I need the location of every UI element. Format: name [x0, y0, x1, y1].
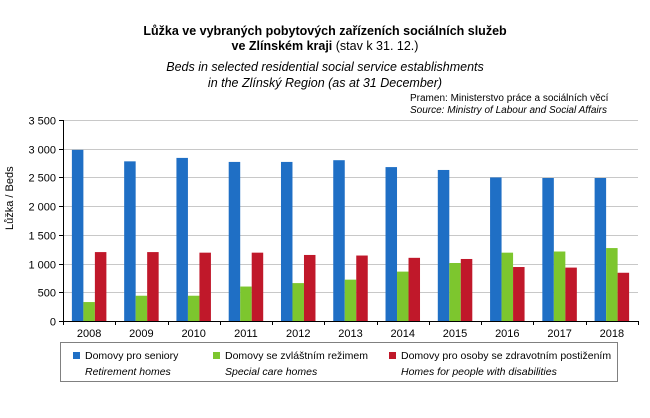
bar-special-2012	[292, 283, 304, 321]
legend-swatch-disabilities	[389, 352, 396, 359]
y-tick-label: 2 500	[28, 173, 56, 185]
bar-seniors-2017	[542, 178, 554, 321]
bar-seniors-2018	[594, 178, 607, 321]
bar-special-2016	[501, 252, 514, 321]
y-tick-label: 3 000	[28, 145, 56, 157]
chart-title-en-line1: Beds in selected residential social serv…	[166, 60, 484, 74]
x-tick-label: 2010	[181, 328, 205, 340]
legend-label-disabilities: Domovy pro osoby se zdravotním postižení…	[401, 350, 612, 362]
legend: Domovy pro seniory Retirement homes Domo…	[60, 342, 618, 382]
source-cz: Pramen: Ministerstvo práce a sociálních …	[410, 93, 609, 104]
chart-title-date: (stav k 31. 12.)	[332, 39, 419, 53]
bar-disabilities-2008	[94, 252, 107, 321]
bar-disabilities-2016	[513, 267, 525, 321]
x-tick-label: 2013	[338, 328, 362, 340]
chart-title-en-line2: in the Zlínský Region (as at 31 December…	[207, 76, 443, 90]
y-tick-label: 1 000	[28, 260, 56, 272]
x-tick-label: 2008	[77, 328, 101, 340]
bar-disabilities-2009	[147, 252, 159, 321]
x-tick-label: 2017	[547, 328, 571, 340]
bar-seniors-2016	[490, 177, 502, 321]
bar-special-2008	[83, 302, 95, 321]
source-en: Source: Ministry of Labour and Social Af…	[410, 105, 607, 116]
bar-seniors-2010	[176, 157, 188, 321]
chart-title-region: ve Zlínském kraji	[231, 39, 333, 53]
bar-special-2013	[344, 279, 357, 321]
bar-seniors-2008	[71, 149, 84, 321]
bar-seniors-2011	[228, 161, 241, 321]
bar-seniors-2013	[333, 160, 345, 321]
bar-disabilities-2014	[408, 257, 421, 321]
bar-disabilities-2018	[617, 272, 630, 321]
bar-special-2017	[553, 251, 566, 321]
bar-disabilities-2017	[565, 267, 577, 321]
bar-special-2015	[449, 262, 461, 321]
bar-disabilities-2011	[251, 252, 264, 321]
legend-label-disabilities-en: Homes for people with disabilities	[401, 366, 557, 378]
y-tick-label: 2 000	[28, 202, 56, 214]
y-axis-title: Lůžka / Beds	[4, 166, 16, 230]
chart-title-line1: Lůžka ve vybraných pobytových zařízeních…	[143, 24, 507, 38]
y-tick-label: 0	[50, 317, 56, 329]
bar-special-2011	[240, 286, 252, 321]
bar-seniors-2014	[385, 167, 398, 321]
bar-special-2009	[135, 295, 148, 321]
legend-swatch-special	[213, 352, 220, 359]
legend-label-seniors-en: Retirement homes	[85, 366, 171, 378]
bar-special-2010	[187, 295, 200, 321]
bar-disabilities-2010	[199, 252, 211, 321]
legend-label-special-en: Special care homes	[225, 366, 318, 378]
bar-disabilities-2015	[460, 258, 473, 321]
y-tick-label: 500	[38, 288, 56, 300]
legend-swatch-seniors	[73, 352, 80, 359]
bar-seniors-2012	[280, 161, 293, 321]
bar-special-2018	[606, 248, 618, 321]
x-tick-label: 2009	[129, 328, 153, 340]
bar-seniors-2009	[124, 161, 136, 321]
chart-title-line2: ve Zlínském kraji (stav k 31. 12.)	[0, 39, 650, 54]
bar-disabilities-2013	[356, 255, 368, 321]
x-tick-label: 2014	[391, 328, 415, 340]
x-tick-label: 2018	[600, 328, 624, 340]
legend-label-special: Domovy se zvláštním režimem	[225, 350, 368, 362]
legend-label-seniors: Domovy pro seniory	[85, 350, 179, 362]
bar-special-2014	[397, 271, 409, 321]
y-tick-label: 3 500	[28, 116, 56, 128]
bar-seniors-2015	[437, 169, 450, 321]
x-tick-label: 2016	[495, 328, 519, 340]
bar-disabilities-2012	[303, 254, 316, 321]
x-tick-label: 2011	[234, 328, 258, 340]
x-tick-label: 2012	[286, 328, 310, 340]
x-tick-label: 2015	[443, 328, 467, 340]
y-tick-label: 1 500	[28, 231, 56, 243]
